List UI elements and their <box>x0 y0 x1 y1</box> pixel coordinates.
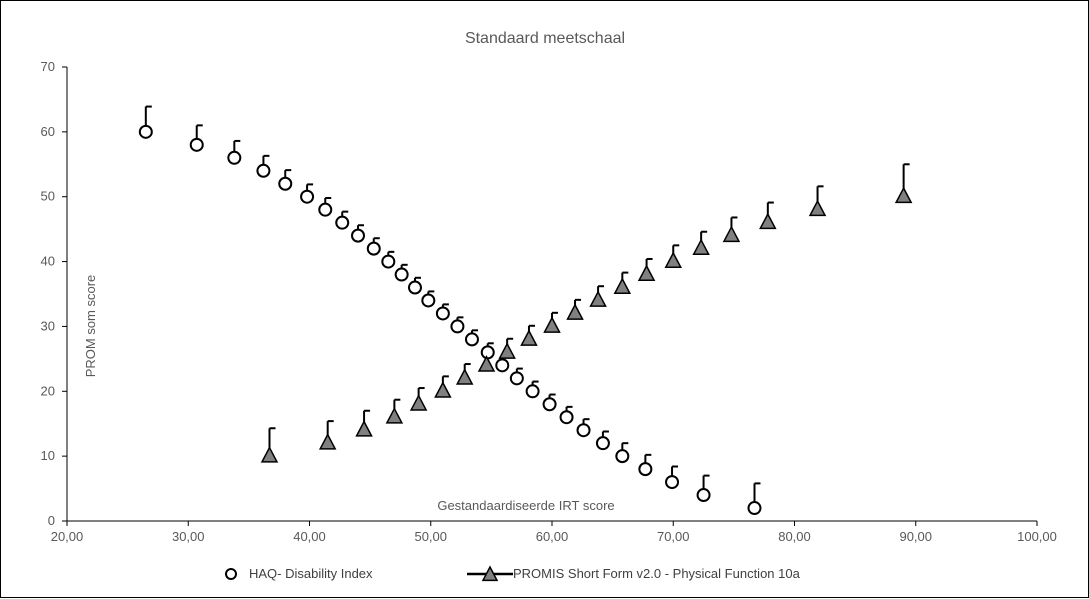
haq-data-point <box>278 176 293 191</box>
legend-promis-label: PROMIS Short Form v2.0 - Physical Functi… <box>513 566 801 581</box>
haq-data-point <box>480 345 495 360</box>
haq-data-point <box>696 488 711 503</box>
promis-data-point <box>477 355 496 372</box>
x-tick-label: 100,00 <box>1017 529 1057 544</box>
promis-data-point <box>355 420 373 437</box>
x-tick-label: 60,00 <box>536 529 569 544</box>
y-tick-label: 60 <box>41 124 55 139</box>
haq-data-point <box>189 137 204 152</box>
promis-data-point <box>894 186 913 204</box>
y-tick-label: 70 <box>41 59 55 74</box>
x-tick-label: 90,00 <box>899 529 932 544</box>
haq-data-point <box>138 124 153 139</box>
promis-data-point <box>385 407 404 424</box>
haq-data-point <box>256 163 271 178</box>
promis-data-point <box>808 199 827 217</box>
haq-data-point <box>747 501 762 516</box>
legend: HAQ- Disability Index PROMIS Short Form v… <box>225 565 801 582</box>
x-tick-label: 30,00 <box>172 529 205 544</box>
haq-data-point <box>595 436 610 451</box>
promis-data-point <box>722 225 741 243</box>
promis-data-point <box>260 445 279 463</box>
x-tick-label: 20,00 <box>51 529 84 544</box>
haq-data-point <box>227 150 242 165</box>
haq-data-point <box>450 319 465 334</box>
x-tick-label: 50,00 <box>414 529 447 544</box>
haq-data-point <box>542 397 557 412</box>
haq-data-point <box>318 202 333 217</box>
haq-data-point <box>495 358 510 373</box>
promis-data-point <box>498 342 516 359</box>
haq-data-point <box>464 332 479 347</box>
legend-promis-marker <box>481 565 499 582</box>
x-tick-label: 40,00 <box>293 529 326 544</box>
promis-data-point <box>318 433 337 450</box>
y-tick-label: 20 <box>41 383 55 398</box>
series-marks <box>138 124 913 516</box>
promis-data-point <box>759 212 777 230</box>
promis-data-point <box>543 316 561 333</box>
promis-data-point <box>434 381 452 398</box>
y-tick-label: 50 <box>41 189 55 204</box>
promis-data-point <box>637 264 656 281</box>
haq-data-point <box>559 410 574 425</box>
haq-data-point <box>421 293 436 308</box>
promis-data-point <box>589 290 607 307</box>
haq-data-point <box>435 306 450 321</box>
haq-data-point <box>576 423 591 438</box>
y-axis-title: PROM som score <box>83 275 98 378</box>
promis-data-point <box>692 238 710 256</box>
y-tick-label: 10 <box>41 448 55 463</box>
y-tick-label: 40 <box>41 254 55 269</box>
promis-data-point <box>664 251 682 269</box>
chart-title: Standaard meetschaal <box>465 30 625 47</box>
promis-data-point <box>455 368 474 385</box>
haq-data-point <box>665 475 680 490</box>
axes: 0 10 20 30 40 50 60 70 20,00 30,00 40,00 50,00 60,00… <box>41 59 1057 544</box>
y-tick-label: 30 <box>41 318 55 333</box>
haq-data-point <box>366 241 381 256</box>
x-tick-label: 80,00 <box>778 529 811 544</box>
haq-data-point <box>509 371 524 386</box>
y-tick-label: 0 <box>48 513 55 528</box>
promis-data-point <box>520 329 538 346</box>
haq-data-point <box>381 254 396 269</box>
haq-data-point <box>638 462 653 477</box>
haq-data-point <box>525 384 540 399</box>
haq-data-point <box>300 189 315 204</box>
x-axis-title: Gestandaardiseerde IRT score <box>437 498 614 513</box>
legend-haq-marker <box>225 568 237 580</box>
legend-haq-label: HAQ- Disability Index <box>249 566 373 581</box>
haq-data-point <box>351 228 365 243</box>
haq-data-point <box>615 449 630 464</box>
haq-data-point <box>394 267 409 282</box>
x-tick-label: 70,00 <box>657 529 690 544</box>
haq-data-point <box>407 280 422 295</box>
haq-data-point <box>335 215 350 230</box>
promis-data-point <box>613 277 632 294</box>
promis-data-point <box>566 303 584 320</box>
promis-data-point <box>409 394 428 411</box>
